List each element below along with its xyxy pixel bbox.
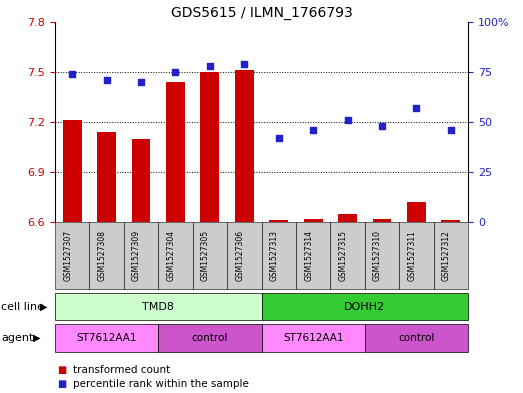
Bar xyxy=(166,82,185,222)
Text: DOHH2: DOHH2 xyxy=(344,301,385,312)
Point xyxy=(275,135,283,141)
Point xyxy=(240,61,248,67)
Point xyxy=(412,105,420,111)
Bar xyxy=(63,120,82,222)
Text: ■: ■ xyxy=(58,379,67,389)
Text: GSM1527311: GSM1527311 xyxy=(407,230,416,281)
Text: ▶: ▶ xyxy=(33,333,40,343)
Bar xyxy=(338,214,357,222)
Point xyxy=(137,79,145,85)
Point xyxy=(68,71,76,77)
Text: control: control xyxy=(398,333,435,343)
Point xyxy=(344,117,352,123)
Text: control: control xyxy=(191,333,228,343)
Text: ■: ■ xyxy=(58,365,67,375)
Text: GSM1527309: GSM1527309 xyxy=(132,230,141,281)
Bar xyxy=(200,72,219,222)
Text: ST7612AA1: ST7612AA1 xyxy=(283,333,344,343)
Text: transformed count: transformed count xyxy=(73,365,170,375)
Point xyxy=(103,77,111,83)
Text: GSM1527308: GSM1527308 xyxy=(98,230,107,281)
Text: cell line: cell line xyxy=(1,301,44,312)
Text: GSM1527305: GSM1527305 xyxy=(201,230,210,281)
Bar xyxy=(131,138,151,222)
Point xyxy=(309,127,317,133)
Bar xyxy=(441,220,460,222)
Bar xyxy=(304,219,323,222)
Text: GDS5615 / ILMN_1766793: GDS5615 / ILMN_1766793 xyxy=(170,6,353,20)
Point xyxy=(171,68,179,75)
Bar xyxy=(97,132,116,222)
Text: ▶: ▶ xyxy=(40,301,47,312)
Point xyxy=(206,62,214,69)
Bar xyxy=(235,70,254,222)
Point xyxy=(447,127,455,133)
Text: GSM1527313: GSM1527313 xyxy=(270,230,279,281)
Text: GSM1527304: GSM1527304 xyxy=(166,230,175,281)
Text: GSM1527315: GSM1527315 xyxy=(338,230,348,281)
Point xyxy=(378,123,386,129)
Bar xyxy=(407,202,426,222)
Text: ST7612AA1: ST7612AA1 xyxy=(76,333,137,343)
Text: GSM1527314: GSM1527314 xyxy=(304,230,313,281)
Text: GSM1527307: GSM1527307 xyxy=(63,230,72,281)
Text: percentile rank within the sample: percentile rank within the sample xyxy=(73,379,249,389)
Text: GSM1527312: GSM1527312 xyxy=(442,230,451,281)
Text: GSM1527306: GSM1527306 xyxy=(235,230,244,281)
Text: agent: agent xyxy=(1,333,33,343)
Bar xyxy=(269,220,288,222)
Text: GSM1527310: GSM1527310 xyxy=(373,230,382,281)
Bar xyxy=(372,219,392,222)
Text: TMD8: TMD8 xyxy=(142,301,174,312)
